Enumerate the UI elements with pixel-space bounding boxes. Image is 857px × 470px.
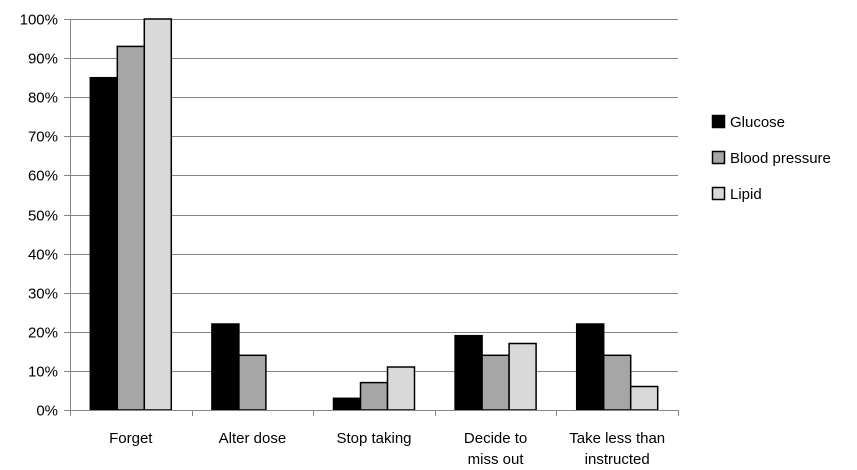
legend-label: Blood pressure xyxy=(730,150,831,167)
x-tick-label: Alter dose xyxy=(219,430,287,447)
legend-label: Lipid xyxy=(730,186,762,203)
legend-swatch xyxy=(711,150,726,165)
bar xyxy=(602,354,632,411)
y-tick-label: 90% xyxy=(28,51,58,68)
x-tick-label: miss out xyxy=(468,451,525,468)
bar xyxy=(481,354,510,411)
x-tick-label: instructed xyxy=(585,451,650,468)
bars xyxy=(89,18,659,411)
bar xyxy=(454,334,483,411)
y-tick-label: 50% xyxy=(28,208,58,225)
bar xyxy=(116,45,146,411)
y-tick-label: 70% xyxy=(28,129,58,146)
y-tick-label: 40% xyxy=(28,247,58,264)
axes xyxy=(64,19,679,416)
bar xyxy=(89,76,119,411)
bar xyxy=(143,18,173,411)
tick-labels: 0% 10% 20% 30% 40% 50% 60% 70% 80% 90% 100% Forget A… xyxy=(20,12,666,469)
bar xyxy=(211,323,240,411)
y-tick-label: 60% xyxy=(28,168,58,185)
y-tick-label: 20% xyxy=(28,325,58,342)
legend: Glucose Blood pressure Lipid xyxy=(711,114,831,203)
bar xyxy=(332,397,362,411)
y-tick-label: 100% xyxy=(20,12,58,29)
x-tick-label: Decide to xyxy=(464,430,527,447)
bar xyxy=(508,342,537,411)
bar xyxy=(238,354,267,411)
y-tick-label: 10% xyxy=(28,364,58,381)
y-tick-label: 30% xyxy=(28,286,58,303)
x-tick-label: Stop taking xyxy=(336,430,411,447)
legend-swatch xyxy=(711,114,726,129)
legend-swatch xyxy=(711,186,726,201)
x-tick-label: Take less than xyxy=(569,430,665,447)
bar xyxy=(629,385,659,411)
legend-label: Glucose xyxy=(730,114,785,131)
bar xyxy=(386,366,416,411)
bar xyxy=(359,381,389,411)
y-tick-label: 0% xyxy=(36,403,58,420)
bar xyxy=(575,323,605,411)
y-tick-label: 80% xyxy=(28,90,58,107)
x-tick-label: Forget xyxy=(109,430,153,447)
